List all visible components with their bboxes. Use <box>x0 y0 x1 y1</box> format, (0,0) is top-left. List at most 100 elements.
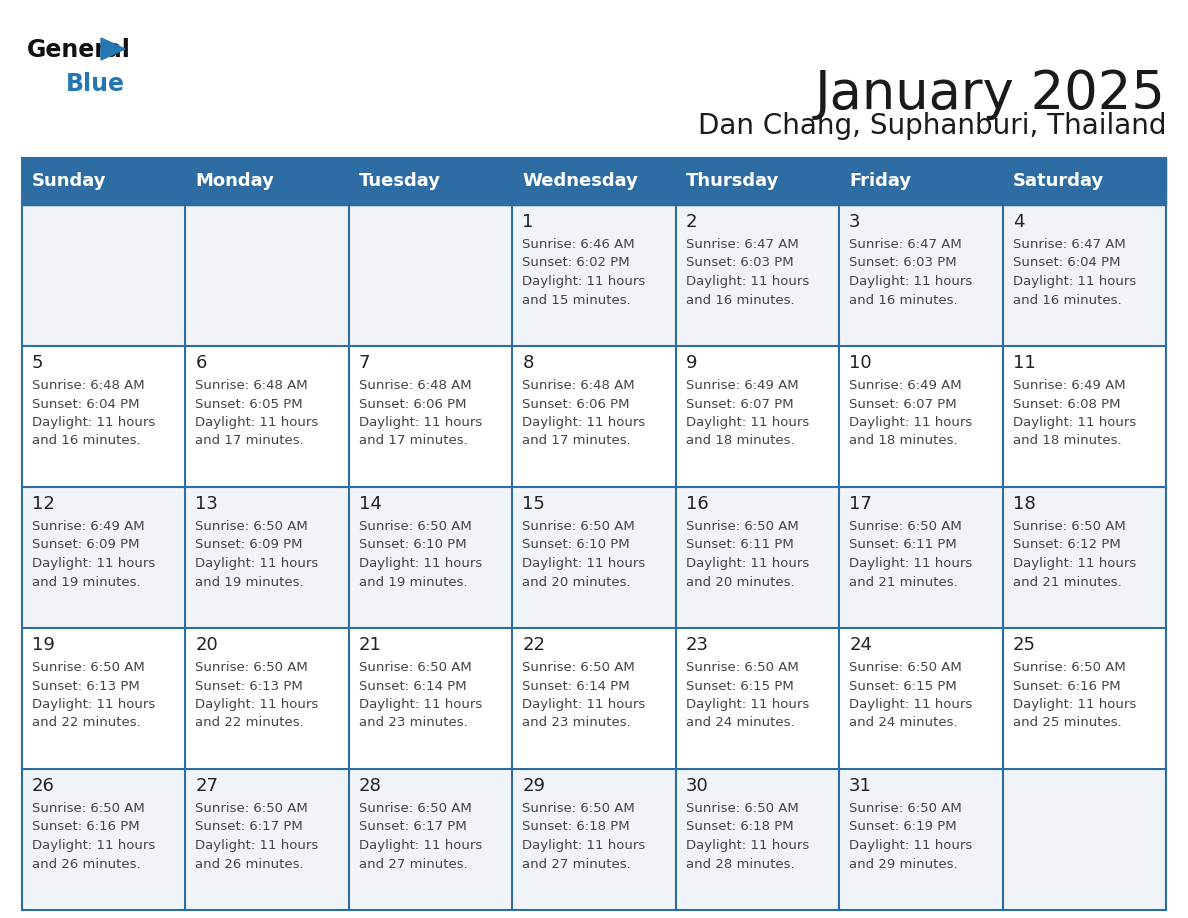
Text: Daylight: 11 hours: Daylight: 11 hours <box>32 698 156 711</box>
Bar <box>23 346 1165 487</box>
Text: Daylight: 11 hours: Daylight: 11 hours <box>523 698 645 711</box>
Text: Sunset: 6:09 PM: Sunset: 6:09 PM <box>196 539 303 552</box>
Text: and 26 minutes.: and 26 minutes. <box>32 857 140 870</box>
Text: Sunset: 6:19 PM: Sunset: 6:19 PM <box>849 821 956 834</box>
Text: and 28 minutes.: and 28 minutes. <box>685 857 795 870</box>
Text: 22: 22 <box>523 636 545 654</box>
Text: Sunset: 6:16 PM: Sunset: 6:16 PM <box>32 821 140 834</box>
Text: 10: 10 <box>849 354 872 372</box>
Text: and 23 minutes.: and 23 minutes. <box>523 717 631 730</box>
Text: Sunset: 6:09 PM: Sunset: 6:09 PM <box>32 539 139 552</box>
Text: Sunrise: 6:50 AM: Sunrise: 6:50 AM <box>849 520 962 533</box>
Text: Daylight: 11 hours: Daylight: 11 hours <box>849 839 973 852</box>
Text: Sunset: 6:13 PM: Sunset: 6:13 PM <box>196 679 303 692</box>
Text: Daylight: 11 hours: Daylight: 11 hours <box>32 557 156 570</box>
Text: 26: 26 <box>32 777 55 795</box>
Text: Daylight: 11 hours: Daylight: 11 hours <box>359 557 482 570</box>
Text: Daylight: 11 hours: Daylight: 11 hours <box>523 275 645 288</box>
Text: and 22 minutes.: and 22 minutes. <box>196 717 304 730</box>
Text: Sunset: 6:08 PM: Sunset: 6:08 PM <box>1012 397 1120 410</box>
Text: 31: 31 <box>849 777 872 795</box>
Text: 20: 20 <box>196 636 219 654</box>
Text: 6: 6 <box>196 354 207 372</box>
Text: Sunrise: 6:49 AM: Sunrise: 6:49 AM <box>32 520 145 533</box>
Text: January 2025: January 2025 <box>815 68 1165 120</box>
Text: Daylight: 11 hours: Daylight: 11 hours <box>196 839 318 852</box>
Text: Sunset: 6:17 PM: Sunset: 6:17 PM <box>196 821 303 834</box>
Text: 7: 7 <box>359 354 371 372</box>
Bar <box>23 487 1165 628</box>
Text: and 18 minutes.: and 18 minutes. <box>685 434 795 447</box>
Text: 2: 2 <box>685 213 697 231</box>
Text: Sunrise: 6:50 AM: Sunrise: 6:50 AM <box>849 802 962 815</box>
Text: 19: 19 <box>32 636 55 654</box>
Text: Sunrise: 6:49 AM: Sunrise: 6:49 AM <box>1012 379 1125 392</box>
Text: Sunset: 6:15 PM: Sunset: 6:15 PM <box>849 679 956 692</box>
Text: 24: 24 <box>849 636 872 654</box>
Text: Thursday: Thursday <box>685 173 779 191</box>
Text: and 27 minutes.: and 27 minutes. <box>523 857 631 870</box>
Text: 8: 8 <box>523 354 533 372</box>
Text: and 22 minutes.: and 22 minutes. <box>32 717 140 730</box>
Text: Sunset: 6:02 PM: Sunset: 6:02 PM <box>523 256 630 270</box>
Text: and 23 minutes.: and 23 minutes. <box>359 717 468 730</box>
Text: and 20 minutes.: and 20 minutes. <box>523 576 631 588</box>
Text: and 18 minutes.: and 18 minutes. <box>849 434 958 447</box>
Bar <box>23 158 1165 205</box>
Text: Sunset: 6:16 PM: Sunset: 6:16 PM <box>1012 679 1120 692</box>
Text: Daylight: 11 hours: Daylight: 11 hours <box>849 275 973 288</box>
Text: Daylight: 11 hours: Daylight: 11 hours <box>1012 416 1136 429</box>
Text: Sunset: 6:04 PM: Sunset: 6:04 PM <box>32 397 139 410</box>
Text: Friday: Friday <box>849 173 911 191</box>
Text: 30: 30 <box>685 777 708 795</box>
Text: and 21 minutes.: and 21 minutes. <box>849 576 958 588</box>
Text: General: General <box>27 38 131 62</box>
Text: Wednesday: Wednesday <box>523 173 638 191</box>
Text: Daylight: 11 hours: Daylight: 11 hours <box>359 839 482 852</box>
Text: 23: 23 <box>685 636 709 654</box>
Text: Sunrise: 6:48 AM: Sunrise: 6:48 AM <box>523 379 634 392</box>
Text: and 16 minutes.: and 16 minutes. <box>849 294 958 307</box>
Text: and 17 minutes.: and 17 minutes. <box>523 434 631 447</box>
Bar <box>23 205 1165 346</box>
Text: Daylight: 11 hours: Daylight: 11 hours <box>849 557 973 570</box>
Text: Blue: Blue <box>67 72 125 96</box>
Text: Saturday: Saturday <box>1012 173 1104 191</box>
Text: Sunrise: 6:50 AM: Sunrise: 6:50 AM <box>1012 661 1125 674</box>
Text: 5: 5 <box>32 354 44 372</box>
Text: Daylight: 11 hours: Daylight: 11 hours <box>1012 698 1136 711</box>
Text: 1: 1 <box>523 213 533 231</box>
Text: Daylight: 11 hours: Daylight: 11 hours <box>685 839 809 852</box>
Text: Daylight: 11 hours: Daylight: 11 hours <box>359 698 482 711</box>
Text: Daylight: 11 hours: Daylight: 11 hours <box>523 416 645 429</box>
Text: Sunrise: 6:50 AM: Sunrise: 6:50 AM <box>523 802 636 815</box>
Text: Sunset: 6:18 PM: Sunset: 6:18 PM <box>523 821 630 834</box>
Text: Sunset: 6:13 PM: Sunset: 6:13 PM <box>32 679 140 692</box>
Text: Sunrise: 6:48 AM: Sunrise: 6:48 AM <box>196 379 308 392</box>
Text: and 20 minutes.: and 20 minutes. <box>685 576 795 588</box>
Text: 14: 14 <box>359 495 381 513</box>
Text: Sunrise: 6:46 AM: Sunrise: 6:46 AM <box>523 238 634 251</box>
Text: Daylight: 11 hours: Daylight: 11 hours <box>685 698 809 711</box>
Text: Sunrise: 6:50 AM: Sunrise: 6:50 AM <box>849 661 962 674</box>
Text: 27: 27 <box>196 777 219 795</box>
Text: Sunset: 6:05 PM: Sunset: 6:05 PM <box>196 397 303 410</box>
Text: Dan Chang, Suphanburi, Thailand: Dan Chang, Suphanburi, Thailand <box>697 112 1165 140</box>
Text: Sunrise: 6:47 AM: Sunrise: 6:47 AM <box>849 238 962 251</box>
Text: Daylight: 11 hours: Daylight: 11 hours <box>196 698 318 711</box>
Text: Sunrise: 6:50 AM: Sunrise: 6:50 AM <box>32 661 145 674</box>
Text: Sunset: 6:10 PM: Sunset: 6:10 PM <box>359 539 467 552</box>
Text: Sunset: 6:03 PM: Sunset: 6:03 PM <box>849 256 956 270</box>
Text: Sunset: 6:17 PM: Sunset: 6:17 PM <box>359 821 467 834</box>
Text: Sunrise: 6:50 AM: Sunrise: 6:50 AM <box>196 802 308 815</box>
Text: Sunrise: 6:50 AM: Sunrise: 6:50 AM <box>196 661 308 674</box>
Text: and 24 minutes.: and 24 minutes. <box>849 717 958 730</box>
Text: Sunset: 6:12 PM: Sunset: 6:12 PM <box>1012 539 1120 552</box>
Text: 25: 25 <box>1012 636 1036 654</box>
Text: Daylight: 11 hours: Daylight: 11 hours <box>685 416 809 429</box>
Text: Daylight: 11 hours: Daylight: 11 hours <box>32 839 156 852</box>
Text: Sunrise: 6:50 AM: Sunrise: 6:50 AM <box>523 520 636 533</box>
Text: Sunrise: 6:50 AM: Sunrise: 6:50 AM <box>523 661 636 674</box>
Text: and 17 minutes.: and 17 minutes. <box>196 434 304 447</box>
Text: Sunset: 6:11 PM: Sunset: 6:11 PM <box>685 539 794 552</box>
